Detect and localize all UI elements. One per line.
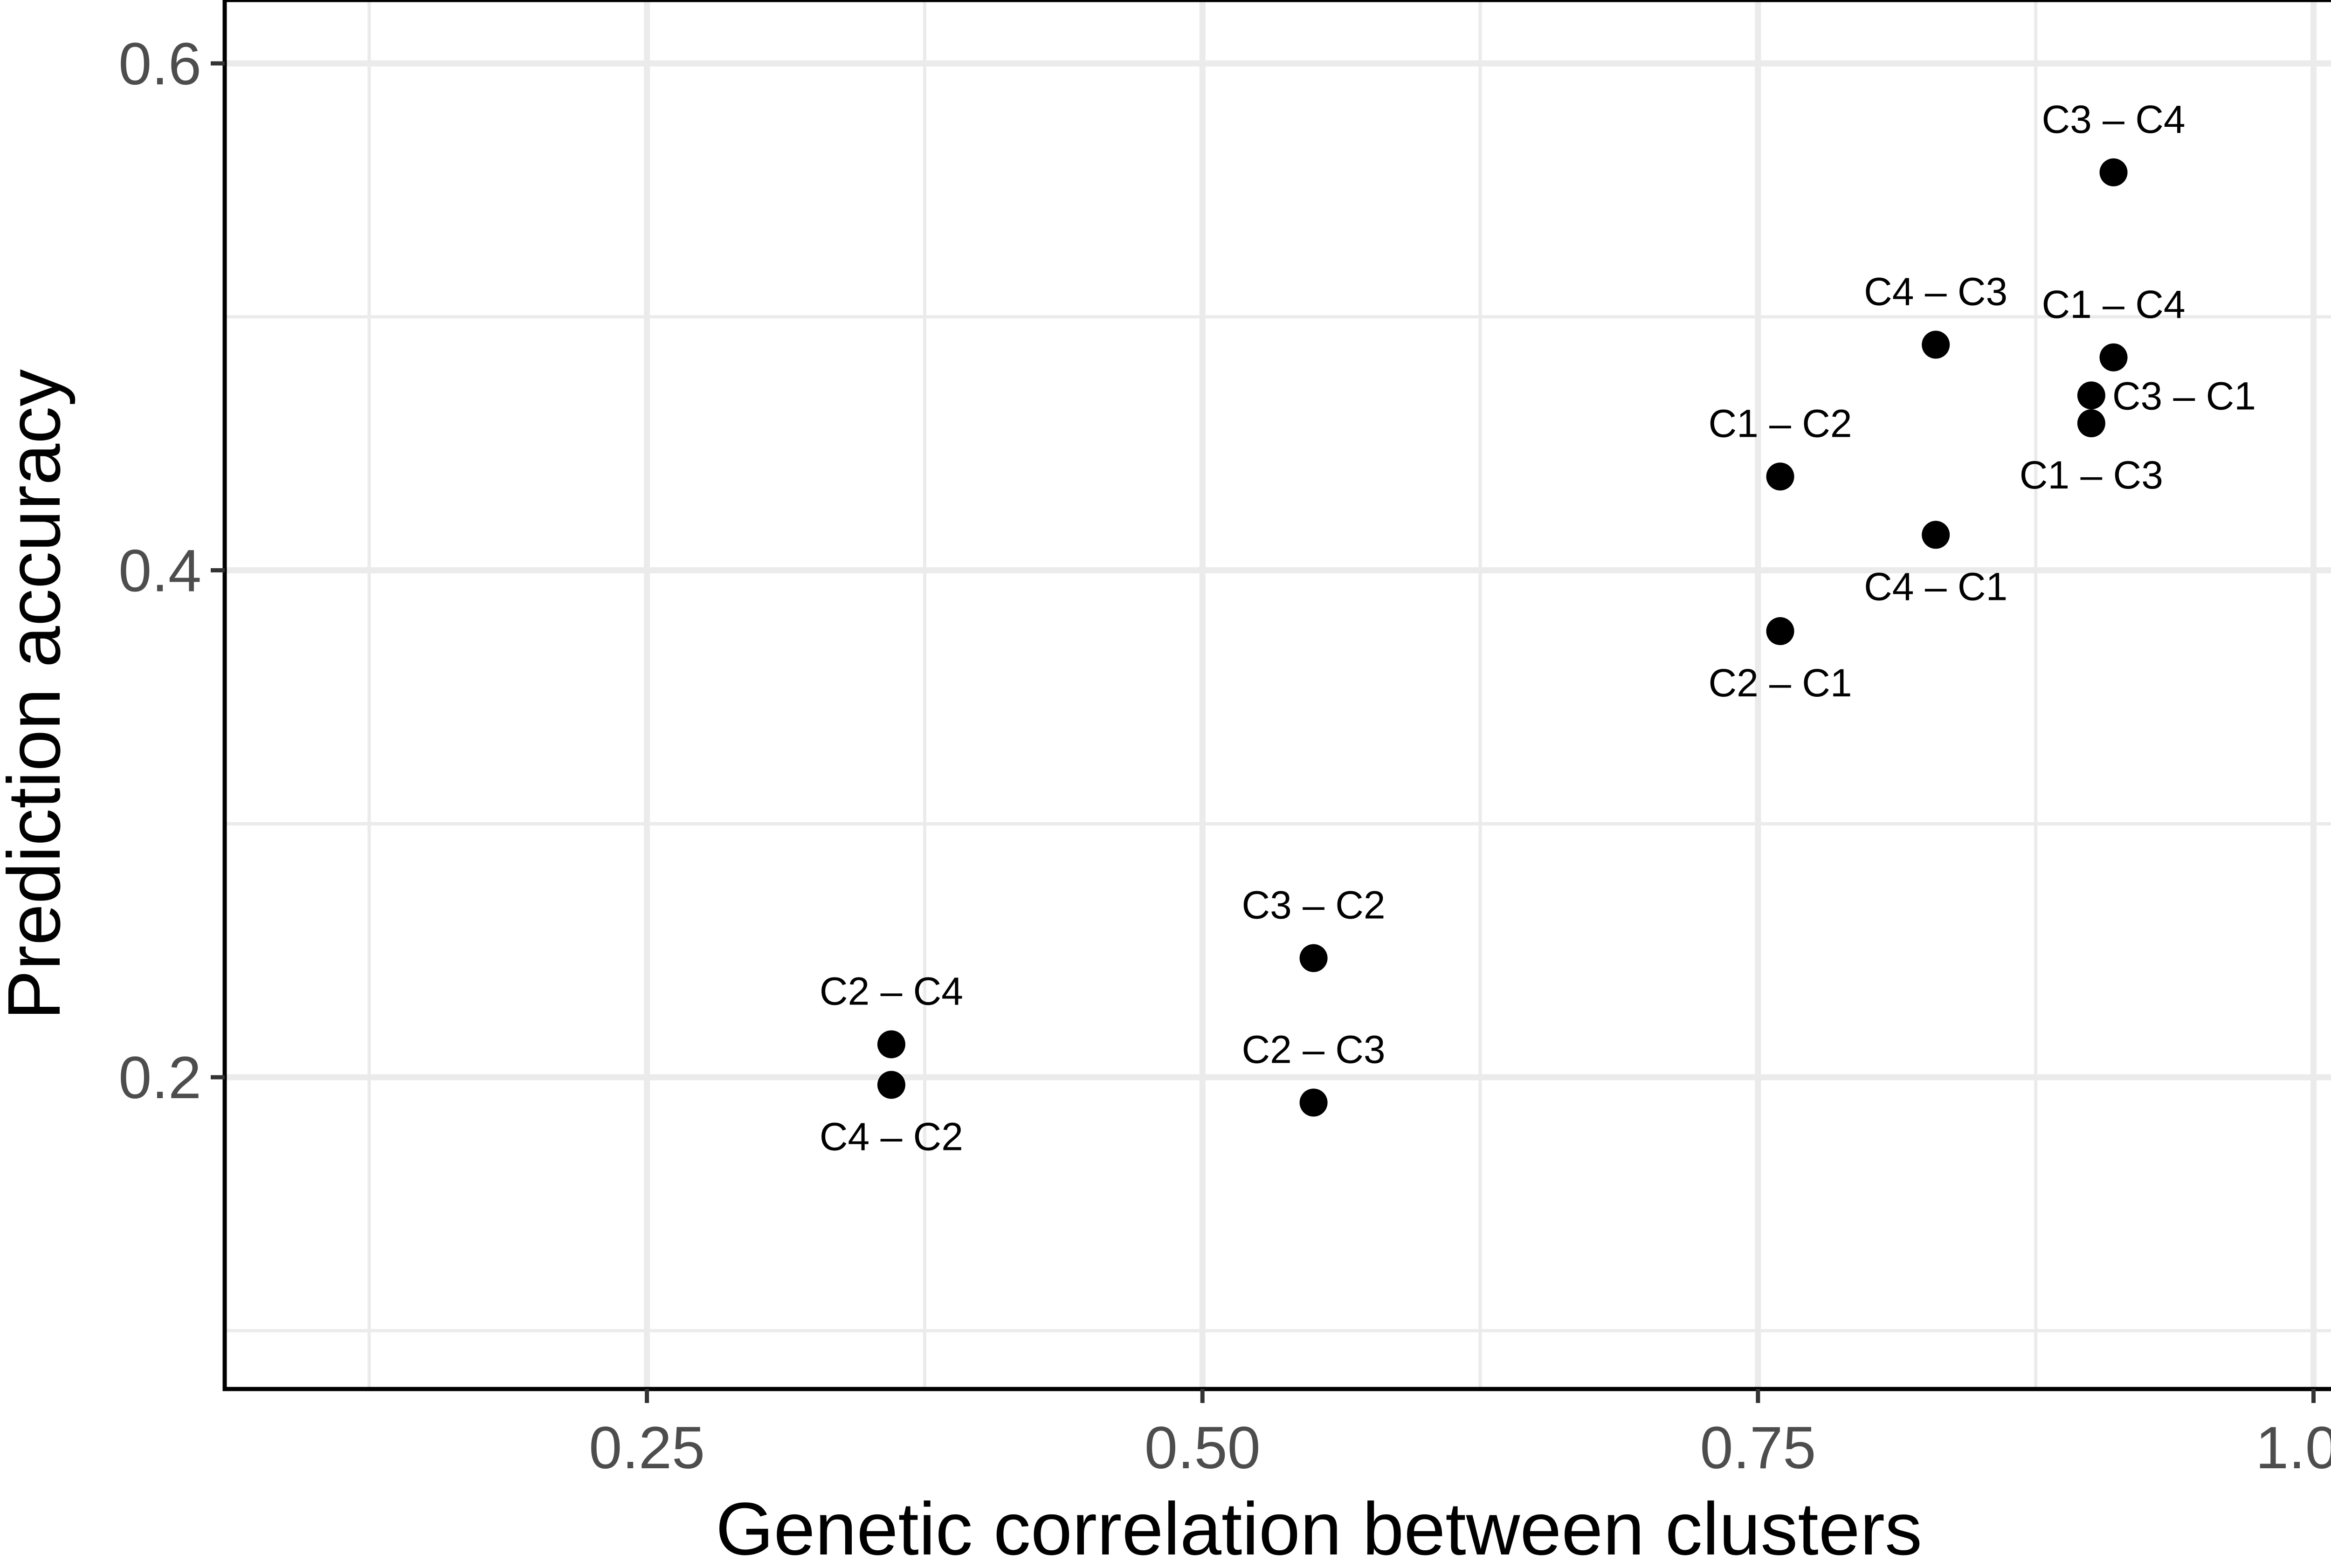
point-label: C1 – C4 bbox=[2041, 282, 2185, 326]
data-points bbox=[877, 158, 2128, 1117]
x-axis-ticks: 0.25 0.50 0.75 1.00 bbox=[589, 1389, 2331, 1481]
y-tick-label: 0.2 bbox=[118, 1045, 201, 1111]
y-axis-title: Prediction accuracy bbox=[0, 369, 76, 1020]
panel-border bbox=[222, 0, 2331, 1391]
data-point bbox=[1299, 1088, 1328, 1117]
point-label: C4 – C1 bbox=[1864, 564, 2007, 608]
point-label: C4 – C2 bbox=[820, 1114, 963, 1158]
data-point bbox=[1922, 330, 1950, 359]
y-axis-ticks: 0.2 0.4 0.6 bbox=[118, 31, 225, 1111]
point-label: C4 – C3 bbox=[1864, 270, 2007, 314]
data-point bbox=[2077, 409, 2105, 438]
grid-lines bbox=[225, 0, 2331, 1389]
data-point bbox=[877, 1030, 905, 1059]
data-point bbox=[2099, 158, 2128, 186]
point-label: C2 – C3 bbox=[1242, 1028, 1386, 1072]
point-label: C2 – C4 bbox=[820, 969, 963, 1013]
point-labels: C3 – C4 C4 – C3 C1 – C4 C3 – C1 C1 – C3 C1 – … bbox=[820, 97, 2256, 1159]
point-label: C1 – C2 bbox=[1708, 401, 1852, 445]
point-label: C1 – C3 bbox=[2020, 453, 2163, 497]
data-point bbox=[2077, 381, 2105, 410]
x-tick-label: 0.50 bbox=[1145, 1415, 1261, 1481]
x-tick-label: 0.75 bbox=[1700, 1415, 1816, 1481]
data-point bbox=[1766, 617, 1794, 646]
point-label: C3 – C2 bbox=[1242, 883, 1386, 927]
x-tick-label: 0.25 bbox=[589, 1415, 705, 1481]
x-tick-label: 1.00 bbox=[2255, 1415, 2331, 1481]
data-point bbox=[1766, 462, 1794, 491]
data-point bbox=[877, 1071, 905, 1099]
data-point bbox=[1922, 521, 1950, 549]
data-point bbox=[2099, 343, 2128, 371]
y-tick-label: 0.4 bbox=[118, 538, 201, 605]
data-point bbox=[1299, 944, 1328, 972]
point-label: C3 – C1 bbox=[2112, 374, 2256, 418]
point-label: C2 – C1 bbox=[1708, 661, 1852, 705]
x-axis-title: Genetic correlation between clusters bbox=[716, 1487, 1922, 1568]
point-label: C3 – C4 bbox=[2041, 97, 2185, 141]
y-tick-label: 0.6 bbox=[118, 31, 201, 97]
